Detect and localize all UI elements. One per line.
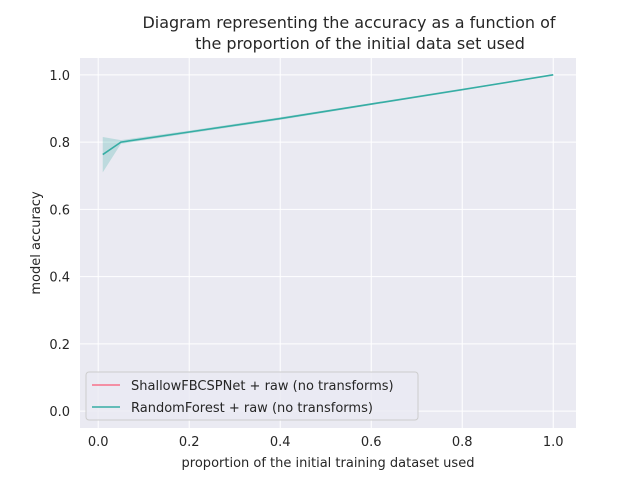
legend: ShallowFBCSPNet + raw (no transforms) Ra…	[85, 371, 419, 421]
legend-box	[85, 371, 419, 421]
y-tick-label: 0.0	[49, 405, 70, 420]
x-tick-labels: 0.0 0.2 0.4 0.6 0.8 1.0	[88, 435, 564, 450]
x-axis-label: proportion of the initial training datas…	[182, 456, 475, 471]
chart-title-line-2: the proportion of the initial data set u…	[195, 34, 525, 53]
x-tick-label: 0.0	[88, 435, 109, 450]
y-tick-label: 0.8	[49, 136, 70, 151]
y-tick-labels: 0.0 0.2 0.4 0.6 0.8 1.0	[49, 69, 70, 420]
x-tick-label: 0.8	[452, 435, 473, 450]
x-tick-label: 0.2	[179, 435, 200, 450]
y-tick-label: 0.4	[49, 271, 70, 286]
x-tick-label: 1.0	[543, 435, 564, 450]
y-axis-label: model accuracy	[29, 191, 44, 295]
legend-label-randomforest: RandomForest + raw (no transforms)	[131, 401, 373, 416]
x-tick-label: 0.6	[361, 435, 382, 450]
x-tick-label: 0.4	[270, 435, 291, 450]
y-tick-label: 0.6	[49, 203, 70, 218]
series-lines	[102, 74, 554, 156]
y-tick-label: 1.0	[49, 69, 70, 84]
y-tick-label: 0.2	[49, 338, 70, 353]
chart-title-line-1: Diagram representing the accuracy as a f…	[142, 13, 555, 32]
grid-lines	[80, 58, 576, 428]
series-line-1	[102, 74, 554, 156]
plot-area	[80, 58, 576, 428]
legend-label-shallowfbcspnet: ShallowFBCSPNet + raw (no transforms)	[131, 379, 394, 394]
